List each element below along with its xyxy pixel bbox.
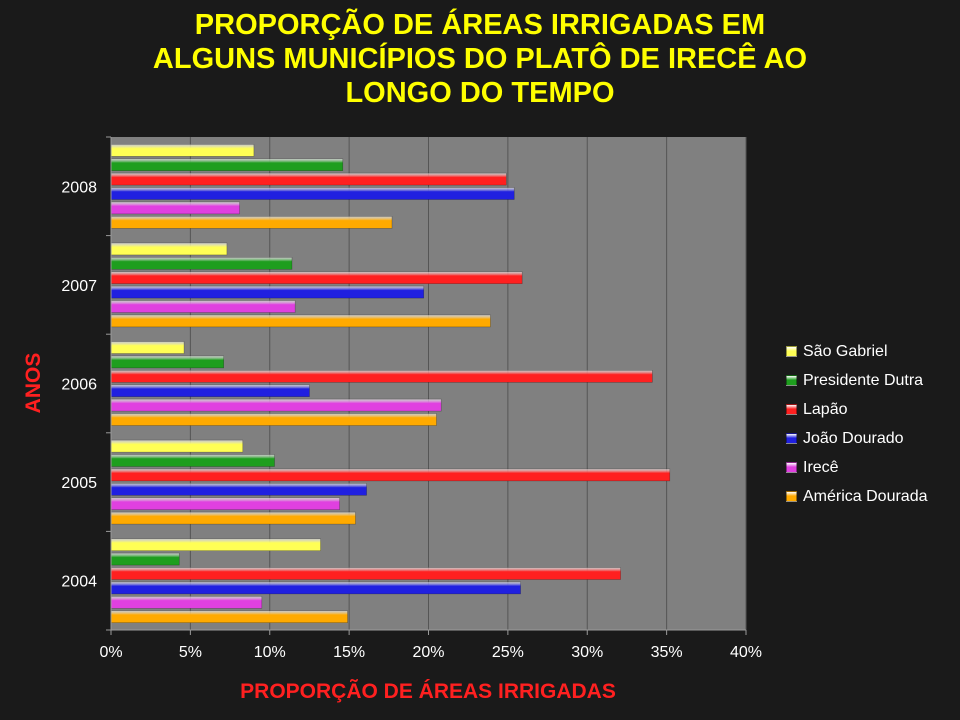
x-tick-label: 20% bbox=[412, 644, 444, 661]
x-axis-title: PROPORÇÃO DE ÁREAS IRRIGADAS bbox=[240, 680, 616, 703]
bar bbox=[110, 369, 653, 383]
y-tick-label: 2007 bbox=[61, 278, 97, 295]
bar bbox=[110, 256, 293, 270]
legend-swatch bbox=[786, 375, 797, 386]
chart-legend: São Gabriel Presidente Dutra Lapão João Dou… bbox=[786, 337, 928, 511]
axes: 0% 5% 10% 15% 20% 25% 30% 35% 40% 2008 2007 2006 200… bbox=[61, 136, 762, 661]
chart-title-line-2: ALGUNS MUNICÍPIOS DO PLATÔ DE IRECÊ AO bbox=[152, 43, 808, 75]
bar bbox=[110, 454, 275, 467]
y-axis-title: ANOS bbox=[22, 353, 45, 414]
bar bbox=[110, 610, 348, 624]
bar bbox=[110, 552, 180, 566]
bar bbox=[110, 482, 367, 496]
bar bbox=[110, 271, 523, 285]
bar bbox=[110, 398, 442, 412]
x-tick-label: 35% bbox=[651, 644, 683, 661]
bar bbox=[110, 413, 437, 426]
x-tick-label: 30% bbox=[571, 644, 603, 661]
y-tick-label: 2006 bbox=[61, 377, 97, 394]
bar bbox=[110, 341, 185, 354]
y-tick-label: 2005 bbox=[61, 475, 97, 492]
chart-title: PROPORÇÃO DE ÁREAS IRRIGADAS EM ALGUNS M… bbox=[60, 8, 900, 110]
legend-item: Presidente Dutra bbox=[786, 366, 928, 395]
bars bbox=[110, 144, 671, 624]
bar bbox=[110, 172, 507, 186]
legend-swatch bbox=[786, 433, 797, 444]
legend-item: Irecê bbox=[786, 453, 928, 482]
legend-swatch bbox=[786, 491, 797, 502]
legend-label: São Gabriel bbox=[803, 342, 888, 360]
bar bbox=[110, 158, 344, 171]
bar bbox=[110, 439, 244, 453]
chart-title-line-1: PROPORÇÃO DE ÁREAS IRRIGADAS EM bbox=[194, 9, 766, 41]
bar bbox=[110, 355, 225, 369]
bar bbox=[110, 216, 393, 229]
x-tick-label: 5% bbox=[179, 644, 202, 661]
legend-item: América Dourada bbox=[786, 482, 928, 511]
bar bbox=[110, 538, 321, 552]
x-tick-label: 15% bbox=[333, 644, 365, 661]
legend-label: João Dourado bbox=[803, 429, 904, 447]
legend-label: Lapão bbox=[803, 400, 848, 418]
y-tick-label: 2004 bbox=[61, 574, 97, 591]
bar bbox=[110, 144, 255, 157]
legend-swatch bbox=[786, 404, 797, 415]
bar bbox=[110, 314, 491, 328]
chart-title-line-3: LONGO DO TEMPO bbox=[345, 77, 615, 109]
bar bbox=[110, 567, 621, 580]
bar bbox=[110, 201, 240, 215]
x-tick-label: 25% bbox=[492, 644, 524, 661]
x-tick-label: 40% bbox=[730, 644, 762, 661]
bar bbox=[110, 285, 425, 299]
bar bbox=[110, 242, 228, 256]
y-tick-label: 2008 bbox=[61, 179, 97, 196]
legend-item: João Dourado bbox=[786, 424, 928, 453]
bar bbox=[110, 595, 263, 609]
legend-label: Presidente Dutra bbox=[803, 371, 924, 389]
bar bbox=[110, 511, 356, 525]
bar bbox=[110, 497, 340, 511]
x-tick-label: 10% bbox=[254, 644, 286, 661]
legend-swatch bbox=[786, 346, 797, 357]
bar bbox=[110, 300, 296, 313]
legend-item: Lapão bbox=[786, 395, 928, 424]
legend-label: Irecê bbox=[803, 458, 839, 476]
legend-label: América Dourada bbox=[803, 487, 928, 505]
x-tick-label: 0% bbox=[99, 644, 122, 661]
bar bbox=[110, 187, 515, 200]
bar bbox=[110, 581, 521, 595]
bar bbox=[110, 384, 310, 398]
legend-item: São Gabriel bbox=[786, 337, 928, 366]
bar bbox=[110, 468, 671, 482]
legend-swatch bbox=[786, 462, 797, 473]
